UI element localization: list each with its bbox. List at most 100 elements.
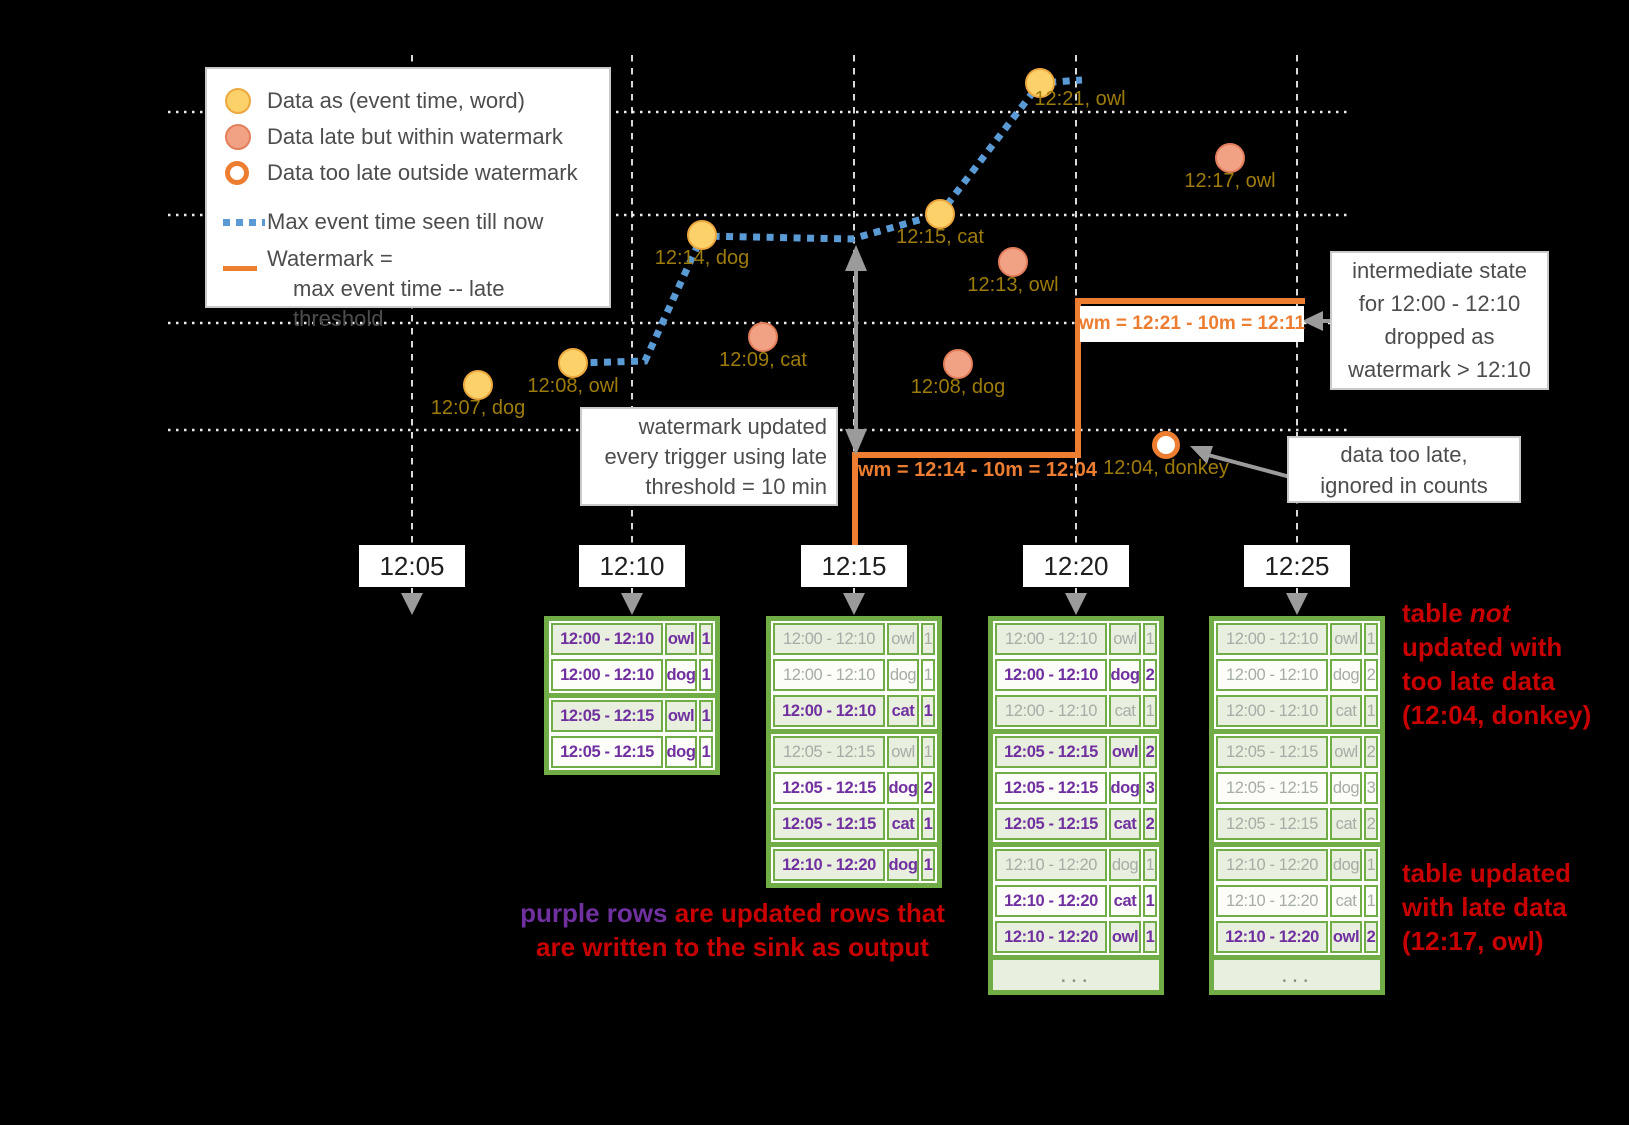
legend-label: max event time -- late threshold xyxy=(293,276,505,331)
legend-item: Data too late outside watermark xyxy=(223,155,599,191)
note-line: updated with xyxy=(1402,632,1563,662)
note-line: with late data xyxy=(1402,892,1567,922)
word-cell: owl xyxy=(665,700,697,732)
word-cell: owl xyxy=(1109,736,1141,768)
word-cell: cat xyxy=(887,695,919,727)
data-point-ontime xyxy=(558,348,588,378)
window-cell: 12:05 - 12:15 xyxy=(773,808,885,840)
data-point-label: 12:13, owl xyxy=(967,274,1059,296)
window-group: 12:10 - 12:20 dog 1 12:10 - 12:20 cat 1 12:10 … xyxy=(1214,842,1380,955)
table-not-updated-note: table not updated with too late data (12… xyxy=(1402,596,1591,732)
sink-output-note: purple rows are updated rows that are wr… xyxy=(495,896,970,964)
watermark-trigger-note: watermark updated every trigger using la… xyxy=(580,407,838,506)
count-cell: 1 xyxy=(1364,885,1378,917)
word-cell: owl xyxy=(1109,921,1141,953)
note-line: threshold = 10 min xyxy=(645,474,827,499)
table-row: 12:00 - 12:10 dog 1 xyxy=(549,657,715,693)
count-cell: 2 xyxy=(921,772,935,804)
data-point-label: 12:15, cat xyxy=(896,226,984,248)
note-line: table updated xyxy=(1402,858,1572,888)
table-row: 12:05 - 12:15 cat 1 xyxy=(771,806,937,842)
count-cell: 1 xyxy=(921,849,935,881)
count-cell: 1 xyxy=(699,659,713,691)
table-row: 12:00 - 12:10 dog 2 xyxy=(993,657,1159,693)
legend-label: Max event time seen till now xyxy=(267,209,544,234)
window-cell: 12:05 - 12:15 xyxy=(995,772,1107,804)
result-table-12:20: 12:00 - 12:10 owl 1 12:00 - 12:10 dog 2 12:00 … xyxy=(988,616,1164,995)
window-group: 12:10 - 12:20 dog 1 12:10 - 12:20 cat 1 12:10 … xyxy=(993,842,1159,955)
table-row: 12:00 - 12:10 owl 1 xyxy=(771,621,937,657)
too-late-pointer-arrow xyxy=(1190,446,1295,480)
count-cell: 2 xyxy=(1143,736,1157,768)
window-group: 12:00 - 12:10 owl 1 12:00 - 12:10 dog 1 xyxy=(549,621,715,693)
max-event-time-line xyxy=(576,76,1083,367)
word-cell: owl xyxy=(1330,921,1362,953)
window-cell: 12:10 - 12:20 xyxy=(1216,885,1328,917)
note-text: are updated rows that xyxy=(667,898,945,928)
axis-tick-12:05: 12:05 xyxy=(359,545,465,587)
window-cell: 12:00 - 12:10 xyxy=(1216,659,1328,691)
note-line: too late data xyxy=(1402,666,1556,696)
window-cell: 12:00 - 12:10 xyxy=(1216,695,1328,727)
count-cell: 2 xyxy=(1364,736,1378,768)
window-cell: 12:10 - 12:20 xyxy=(1216,921,1328,953)
count-cell: 1 xyxy=(921,623,935,655)
down-arrowhead-icon xyxy=(621,593,643,615)
count-cell: 3 xyxy=(1364,772,1378,804)
table-row: 12:00 - 12:10 owl 1 xyxy=(993,621,1159,657)
table-row: 12:05 - 12:15 dog 3 xyxy=(1214,770,1380,806)
word-cell: dog xyxy=(1330,849,1362,881)
window-group: 12:05 - 12:15 owl 2 12:05 - 12:15 dog 3 12:05 … xyxy=(1214,729,1380,842)
word-cell: dog xyxy=(665,659,697,691)
data-point-label: 12:21, owl xyxy=(1034,88,1126,110)
data-point-late xyxy=(998,247,1028,277)
word-cell: dog xyxy=(1109,849,1141,881)
word-cell: owl xyxy=(887,736,919,768)
table-row: 12:10 - 12:20 dog 1 xyxy=(993,847,1159,883)
data-point-label: 12:14, dog xyxy=(654,247,750,269)
window-cell: 12:00 - 12:10 xyxy=(551,659,663,691)
window-group: 12:00 - 12:10 owl 1 12:00 - 12:10 dog 1 12:00 … xyxy=(771,621,937,729)
data-point-late xyxy=(748,322,778,352)
count-cell: 2 xyxy=(1364,659,1378,691)
word-cell: cat xyxy=(887,808,919,840)
window-cell: 12:05 - 12:15 xyxy=(773,736,885,768)
toolate-dot-icon xyxy=(223,161,267,185)
count-cell: 2 xyxy=(1364,921,1378,953)
word-cell: dog xyxy=(887,849,919,881)
data-point-label: 12:17, owl xyxy=(1184,170,1276,192)
window-group: 12:05 - 12:15 owl 1 12:05 - 12:15 dog 2 12:05 … xyxy=(771,729,937,842)
data-point-label: 12:04, donkey xyxy=(1103,457,1229,479)
legend-label: Data as (event time, word) xyxy=(267,88,525,113)
window-cell: 12:00 - 12:10 xyxy=(1216,623,1328,655)
table-row: 12:00 - 12:10 owl 1 xyxy=(549,621,715,657)
word-cell: owl xyxy=(1330,736,1362,768)
window-cell: 12:00 - 12:10 xyxy=(995,695,1107,727)
window-cell: 12:00 - 12:10 xyxy=(773,659,885,691)
data-point-ontime xyxy=(1025,68,1055,98)
late-threshold-double-arrow xyxy=(845,245,867,455)
watermark-line-icon xyxy=(223,266,267,271)
count-cell: 2 xyxy=(1364,808,1378,840)
window-cell: 12:05 - 12:15 xyxy=(1216,808,1328,840)
legend-item: Data as (event time, word) xyxy=(223,83,599,119)
window-cell: 12:05 - 12:15 xyxy=(551,736,663,768)
note-line: watermark updated xyxy=(638,414,827,439)
note-line: dropped as xyxy=(1384,324,1495,349)
axis-tick-12:10: 12:10 xyxy=(579,545,685,587)
table-row: 12:05 - 12:15 cat 2 xyxy=(993,806,1159,842)
down-arrowhead-icon xyxy=(401,593,423,615)
result-table-12:10: 12:00 - 12:10 owl 1 12:00 - 12:10 dog 1 12:05 … xyxy=(544,616,720,775)
count-cell: 1 xyxy=(699,736,713,768)
word-cell: cat xyxy=(1330,695,1362,727)
data-point-late xyxy=(1215,143,1245,173)
legend-item: Data late but within watermark xyxy=(223,119,599,155)
too-late-note: data too late, ignored in counts xyxy=(1287,436,1521,503)
count-cell: 1 xyxy=(1143,921,1157,953)
word-cell: dog xyxy=(1109,659,1141,691)
data-point-label: 12:07, dog xyxy=(430,397,526,419)
window-cell: 12:10 - 12:20 xyxy=(995,849,1107,881)
down-arrowhead-icon xyxy=(1065,593,1087,615)
count-cell: 1 xyxy=(1364,623,1378,655)
